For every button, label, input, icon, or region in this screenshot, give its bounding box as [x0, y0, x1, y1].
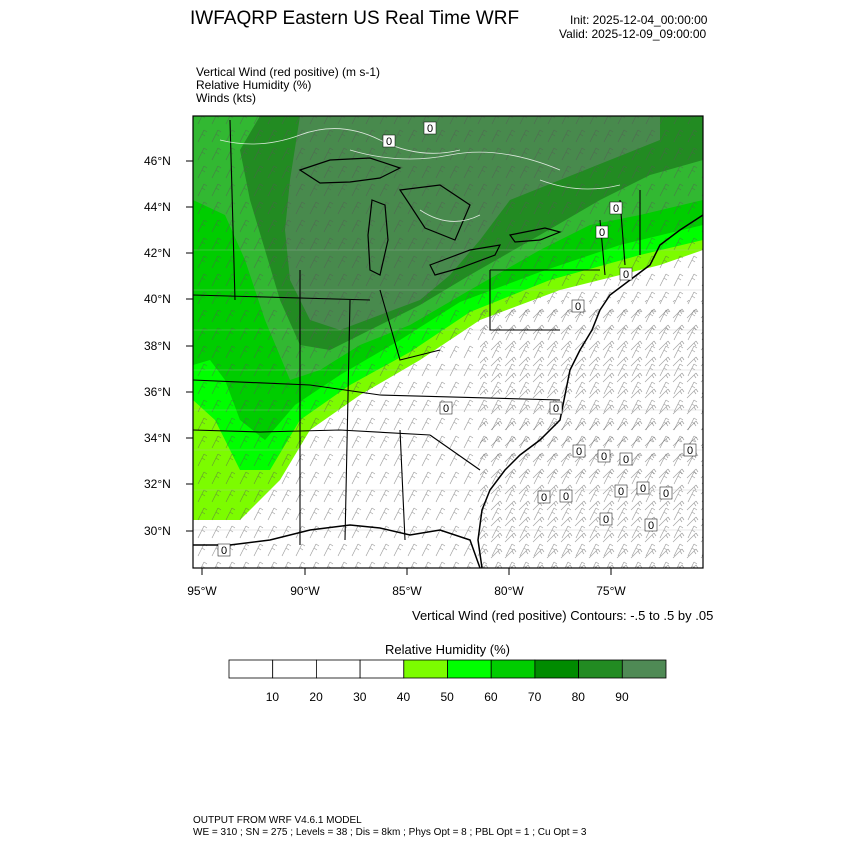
svg-text:0: 0 [443, 403, 449, 415]
contour-label: 0 [559, 489, 573, 503]
colorbar-label: 40 [396, 690, 411, 704]
colorbar [228, 659, 667, 679]
lat-label: 42°N [144, 246, 171, 260]
lake-michigan [367, 199, 389, 276]
lon-label: 75°W [596, 584, 626, 598]
contour-label: 0 [571, 299, 585, 313]
contour-label: 0 [636, 481, 650, 495]
contour-label: 0 [644, 518, 658, 532]
svg-text:0: 0 [603, 514, 609, 526]
colorbar-label: 50 [440, 690, 454, 704]
svg-text:0: 0 [427, 123, 433, 135]
lon-label: 95°W [187, 584, 217, 598]
svg-text:0: 0 [618, 486, 624, 498]
lon-label: 85°W [392, 584, 422, 598]
lat-label: 34°N [144, 431, 171, 445]
colorbar-label: 80 [571, 690, 585, 704]
contour-label: 0 [537, 490, 551, 504]
lat-label: 32°N [144, 477, 171, 491]
state-borders [193, 119, 641, 545]
field-label-winds: Winds (kts) [196, 91, 256, 105]
lon-label: 80°W [494, 584, 524, 598]
lat-label: 40°N [144, 292, 171, 306]
colorbar-title: Relative Humidity (%) [385, 642, 510, 657]
colorbar-label: 70 [527, 690, 542, 704]
lake-erie [429, 244, 502, 276]
colorbar-swatch [403, 659, 448, 679]
lake-superior [298, 157, 402, 184]
map-frame [192, 115, 704, 569]
lat-label: 36°N [144, 385, 171, 399]
svg-text:0: 0 [601, 451, 607, 463]
contour-label: 0 [619, 452, 633, 466]
init-time: Init: 2025-12-04_00:00:00 [570, 13, 708, 27]
svg-text:0: 0 [623, 454, 629, 466]
gulf-coastline [193, 524, 481, 568]
contour-label: 0 [423, 121, 437, 135]
footer-model-line: OUTPUT FROM WRF V4.6.1 MODEL [193, 815, 362, 826]
contour-label: 0 [439, 401, 453, 415]
contour-label: 0 [683, 443, 697, 457]
field-label-relative-humidity: Relative Humidity (%) [196, 78, 312, 92]
contour-label: 0 [619, 267, 633, 281]
svg-text:0: 0 [599, 227, 605, 239]
svg-text:0: 0 [541, 492, 547, 504]
svg-text:0: 0 [640, 483, 646, 495]
contour-label: 0 [609, 201, 623, 215]
colorbar-label: 20 [309, 690, 323, 704]
colorbar-swatch [315, 659, 361, 679]
colorbar-swatch [490, 659, 536, 679]
lat-label: 30°N [144, 524, 171, 538]
contour-label: 0 [572, 444, 586, 458]
svg-text:0: 0 [663, 488, 669, 500]
svg-text:0: 0 [648, 520, 654, 532]
colorbar-label: 60 [484, 690, 498, 704]
colorbar-swatch [228, 659, 274, 679]
svg-text:0: 0 [386, 136, 392, 148]
colorbar-swatch [272, 659, 317, 679]
map-field [193, 116, 703, 568]
svg-text:0: 0 [687, 445, 693, 457]
lat-label: 38°N [144, 339, 171, 353]
colorbar-swatch [359, 659, 405, 679]
contour-labels: 0 0 0 0 0 0 0 0 0 0 0 0 0 0 0 0 0 0 0 0 [217, 121, 697, 557]
contour-label: 0 [382, 134, 396, 148]
page-title: IWFAQRP Eastern US Real Time WRF [190, 8, 520, 29]
svg-text:0: 0 [221, 545, 227, 557]
atlantic-coastline [477, 214, 703, 568]
contour-label: 0 [659, 486, 673, 500]
lake-huron [398, 184, 471, 241]
valid-time: Valid: 2025-12-09_09:00:00 [559, 27, 707, 41]
longitude-axis: 95°W 90°W 85°W 80°W 75°W [187, 568, 626, 598]
svg-text:0: 0 [563, 491, 569, 503]
colorbar-label: 90 [615, 690, 629, 704]
colorbar-swatch [447, 659, 492, 679]
colorbar-swatch [621, 659, 667, 679]
colorbar-label: 10 [265, 690, 280, 704]
field-label-vertical-wind: Vertical Wind (red positive) (m s-1) [196, 65, 381, 79]
contour-label: 0 [614, 484, 628, 498]
colorbar-swatch [534, 659, 580, 679]
lon-label: 90°W [290, 584, 320, 598]
svg-text:0: 0 [553, 403, 559, 415]
contour-label: 0 [595, 225, 609, 239]
contour-label: 0 [599, 512, 613, 526]
lat-label: 44°N [144, 200, 171, 214]
latitude-axis: 46°N 44°N 42°N 40°N 38°N 36°N 34°N 32°N … [144, 154, 193, 538]
contour-label: 0 [549, 401, 563, 415]
svg-text:0: 0 [576, 446, 582, 458]
svg-text:0: 0 [575, 301, 581, 313]
lat-label: 46°N [144, 154, 171, 168]
colorbar-label: 30 [353, 690, 367, 704]
svg-text:0: 0 [623, 269, 629, 281]
footer-config-line: WE = 310 ; SN = 275 ; Levels = 38 ; Dis … [193, 827, 587, 838]
contour-note: Vertical Wind (red positive) Contours: -… [412, 608, 714, 623]
svg-text:0: 0 [613, 203, 619, 215]
colorbar-swatch [578, 659, 623, 679]
contour-label: 0 [217, 543, 231, 557]
contour-label: 0 [597, 449, 611, 463]
lake-ontario [508, 227, 562, 243]
